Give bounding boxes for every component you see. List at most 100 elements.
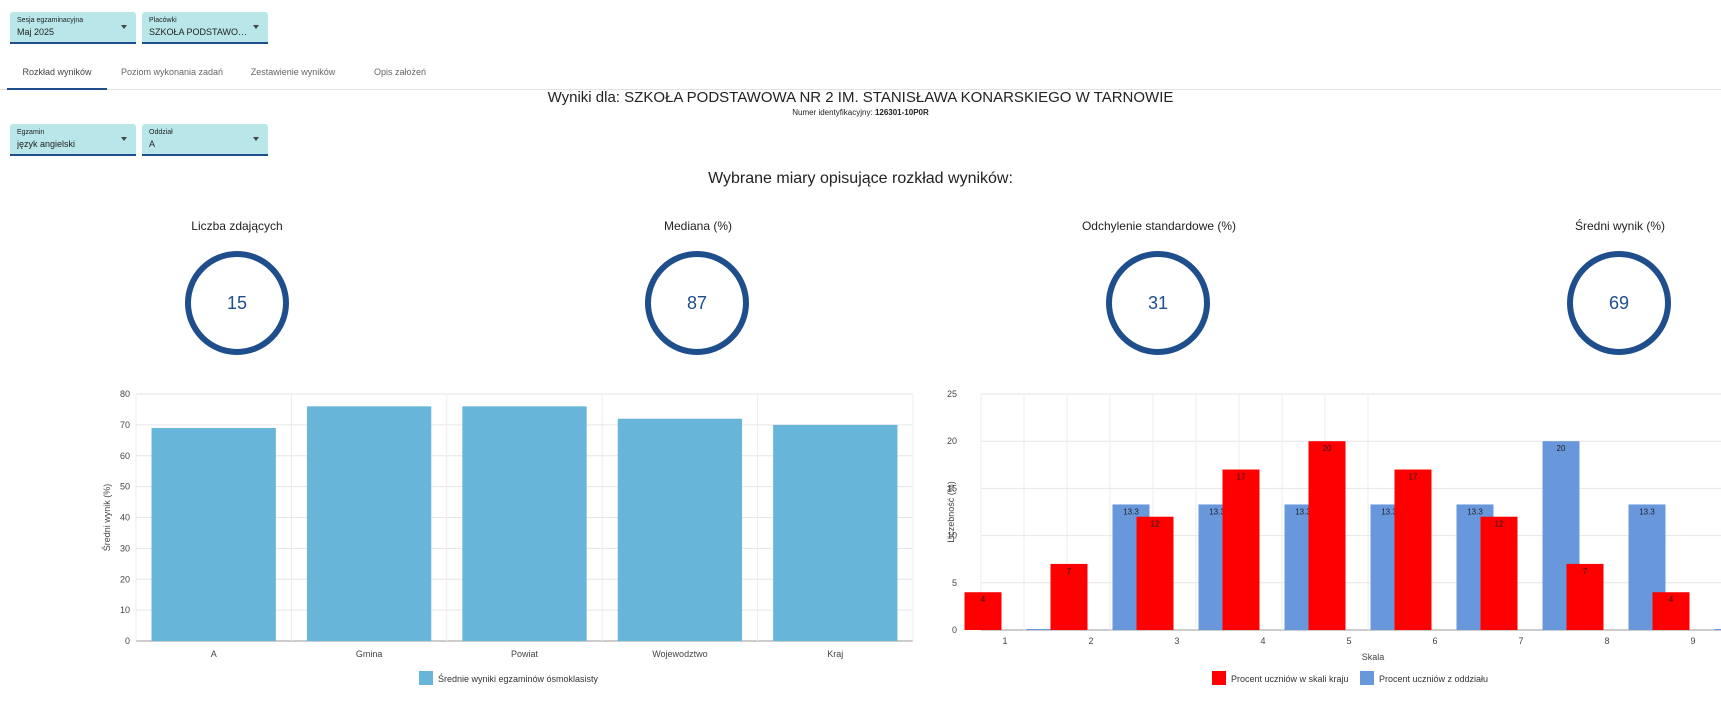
bar-country [1050,563,1088,630]
bar-country [1222,469,1260,630]
data-label: 20 [1323,444,1332,453]
bar-country [1566,563,1604,630]
x-tick-label: 3 [1174,636,1179,646]
data-label: 4 [1669,595,1674,604]
y-tick-label: 20 [947,436,957,446]
y-tick-label: 50 [120,482,130,492]
metric-label-stddev: Odchylenie standardowe (%) [1081,219,1237,233]
data-label: 7 [1067,567,1072,576]
session-select-value: Maj 2025 [17,27,55,37]
bar-country [1480,516,1518,630]
y-tick-label: 60 [120,451,130,461]
metric-label-average: Średni wynik (%) [1574,219,1666,233]
distribution-chart: 0 5 10 15 20 25 4 17 13.3 2 12 13.3 3 17 13.3 4 20 13.3 5 1… [946,389,1721,685]
school-select-value: SZKOŁA PODSTAWOWA... [149,27,249,37]
chevron-down-icon [253,137,259,141]
tab-bar: Rozkład wyników Poziom wykonania zadań Z… [0,60,1721,90]
data-label: 4 [981,595,986,604]
bar-country [1136,516,1174,630]
bar [306,406,432,641]
chevron-down-icon [253,25,259,29]
data-label: 13.3 [1381,507,1397,516]
legend-swatch [1360,671,1374,685]
x-axis-label: Skala [1362,652,1385,662]
x-tick-label: 4 [1260,636,1265,646]
y-tick-label: 20 [120,574,130,584]
class-select-label: Oddział [149,129,173,136]
tab-rozklad-wynikow[interactable]: Rozkład wyników [7,60,107,90]
bar [773,424,898,641]
x-tick-label: 2 [1088,636,1093,646]
tab-poziom-wykonania[interactable]: Poziom wykonania zadań [120,67,224,77]
metric-circle-count: 15 [185,251,289,355]
metric-label-count: Liczba zdających [191,219,283,233]
chevron-down-icon [121,25,127,29]
bar [617,418,743,641]
x-tick-label: Wojewodztwo [652,649,707,659]
exam-select-value: język angielski [17,139,76,149]
x-tick-label: 5 [1346,636,1351,646]
data-label: 20 [1557,444,1566,453]
tab-opis-zalozen[interactable]: Opis założeń [373,67,427,77]
legend-label: Procent uczniów z oddziału [1379,674,1488,684]
metric-label-median: Mediana (%) [663,219,733,233]
x-tick-label: Kraj [827,649,843,659]
y-tick-label: 25 [947,389,957,399]
metric-circle-stddev: 31 [1106,251,1210,355]
y-tick-label: 80 [120,389,130,399]
metric-circle-average: 69 [1567,251,1671,355]
data-label: 17 [1409,473,1418,482]
y-tick-label: 15 [947,483,957,493]
school-id-value: 126301-10P0R [874,108,929,117]
section-title: Wybrane miary opisujące rozkład wyników: [708,170,1013,187]
data-label: 13.3 [1639,507,1655,516]
x-tick-label: 9 [1690,636,1695,646]
session-select[interactable]: Sesja egzaminacyjna Maj 2025 [10,12,136,44]
legend-label: Średnie wyniki egzaminów ósmoklasisty [438,673,599,684]
school-id-label: Numer identyfikacyjny: [792,108,873,117]
data-label: 13.3 [1209,507,1225,516]
class-select[interactable]: Oddział A [142,124,268,156]
y-axis-label: Średni wynik (%) [101,484,112,552]
bar-country [964,592,1002,630]
average-results-chart: 0 10 20 30 40 50 60 70 80 A Gmina Powiat Wojewodztwo… [101,389,914,685]
data-label: 13.3 [1467,507,1483,516]
bar [151,427,276,641]
school-select[interactable]: Placówki SZKOŁA PODSTAWOWA... [142,12,268,44]
x-tick-label: A [211,649,217,659]
data-label: 13.3 [1295,507,1311,516]
y-tick-label: 10 [947,531,957,541]
x-tick-label: 6 [1432,636,1437,646]
school-select-label: Placówki [149,17,177,24]
x-tick-label: Gmina [356,649,383,659]
bar-country [1652,592,1690,630]
y-tick-label: 5 [952,578,957,588]
tab-zestawienie-wynikow[interactable]: Zestawienie wyników [250,67,336,77]
exam-select-label: Egzamin [17,129,45,136]
data-label: 7 [1583,567,1588,576]
y-axis-label: Liczebność (%) [946,481,956,543]
legend-swatch [1212,671,1226,685]
x-tick-label: Powiat [511,649,539,659]
bar-class [1714,629,1721,630]
bar-country [1394,469,1432,630]
y-tick-label: 30 [120,543,130,553]
metric-circle-median: 87 [645,251,749,355]
bar-country [1308,441,1346,630]
chevron-down-icon [121,137,127,141]
school-id: Numer identyfikacyjny: 126301-10P0R [0,108,1721,117]
x-tick-label: 7 [1518,636,1523,646]
bar-class [1026,629,1064,630]
y-tick-label: 0 [125,636,130,646]
legend-label: Procent uczniów w skali kraju [1231,674,1349,684]
data-label: 12 [1151,520,1160,529]
data-label: 13.3 [1123,507,1139,516]
class-select-value: A [149,139,156,149]
y-tick-label: 40 [120,513,130,523]
data-label: 17 [1237,473,1246,482]
y-tick-label: 10 [120,605,130,615]
exam-select[interactable]: Egzamin język angielski [10,124,136,156]
y-tick-label: 0 [952,625,957,635]
x-tick-label: 8 [1604,636,1609,646]
session-select-label: Sesja egzaminacyjna [17,17,84,24]
